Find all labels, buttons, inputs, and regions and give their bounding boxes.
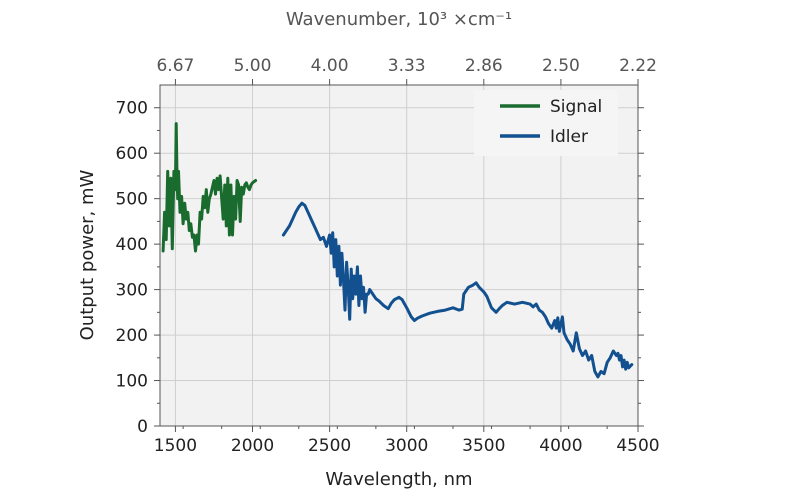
y-tick-label-500: 500 bbox=[116, 190, 148, 210]
y-tick-label-600: 600 bbox=[116, 144, 148, 164]
legend-box bbox=[474, 90, 618, 156]
legend-label-signal: Signal bbox=[550, 97, 602, 117]
top-tick-label-6.67: 6.67 bbox=[156, 56, 194, 76]
y-tick-label-0: 0 bbox=[137, 417, 148, 437]
y-tick-label-100: 100 bbox=[116, 372, 148, 392]
y-axis-label: Output power, mW bbox=[77, 169, 98, 340]
x-tick-label-4000: 4000 bbox=[539, 436, 582, 456]
series-line-idler bbox=[281, 201, 634, 379]
y-tick-label-300: 300 bbox=[116, 281, 148, 301]
x-tick-label-3000: 3000 bbox=[385, 436, 428, 456]
legend: Signal Idler bbox=[474, 90, 618, 156]
x-tick-label-3500: 3500 bbox=[462, 436, 505, 456]
x-tick-label-2000: 2000 bbox=[231, 436, 274, 456]
x-tick-label-1500: 1500 bbox=[154, 436, 197, 456]
top-tick-label-2.86: 2.86 bbox=[465, 56, 503, 76]
x-tick-label-4500: 4500 bbox=[616, 436, 659, 456]
top-tick-label-4.00: 4.00 bbox=[311, 56, 349, 76]
top-tick-label-3.33: 3.33 bbox=[388, 56, 426, 76]
top-tick-label-5.00: 5.00 bbox=[234, 56, 272, 76]
series-line-signal bbox=[161, 122, 258, 253]
y-tick-label-400: 400 bbox=[116, 235, 148, 255]
top-tick-label-2.22: 2.22 bbox=[619, 56, 657, 76]
top-tick-label-2.50: 2.50 bbox=[542, 56, 580, 76]
top-axis-label: Wavenumber, 10³ ×cm⁻¹ bbox=[286, 9, 512, 30]
axis-ticks: 0 100 200 300 400 500 600 700 1500 2000 2500 3000 35… bbox=[116, 56, 660, 456]
series-lines bbox=[161, 122, 634, 379]
legend-label-idler: Idler bbox=[550, 127, 588, 147]
y-tick-label-700: 700 bbox=[116, 99, 148, 119]
x-tick-label-2500: 2500 bbox=[308, 436, 351, 456]
x-axis-label: Wavelength, nm bbox=[325, 469, 472, 490]
y-tick-label-200: 200 bbox=[116, 326, 148, 346]
plot-frame bbox=[159, 84, 639, 427]
